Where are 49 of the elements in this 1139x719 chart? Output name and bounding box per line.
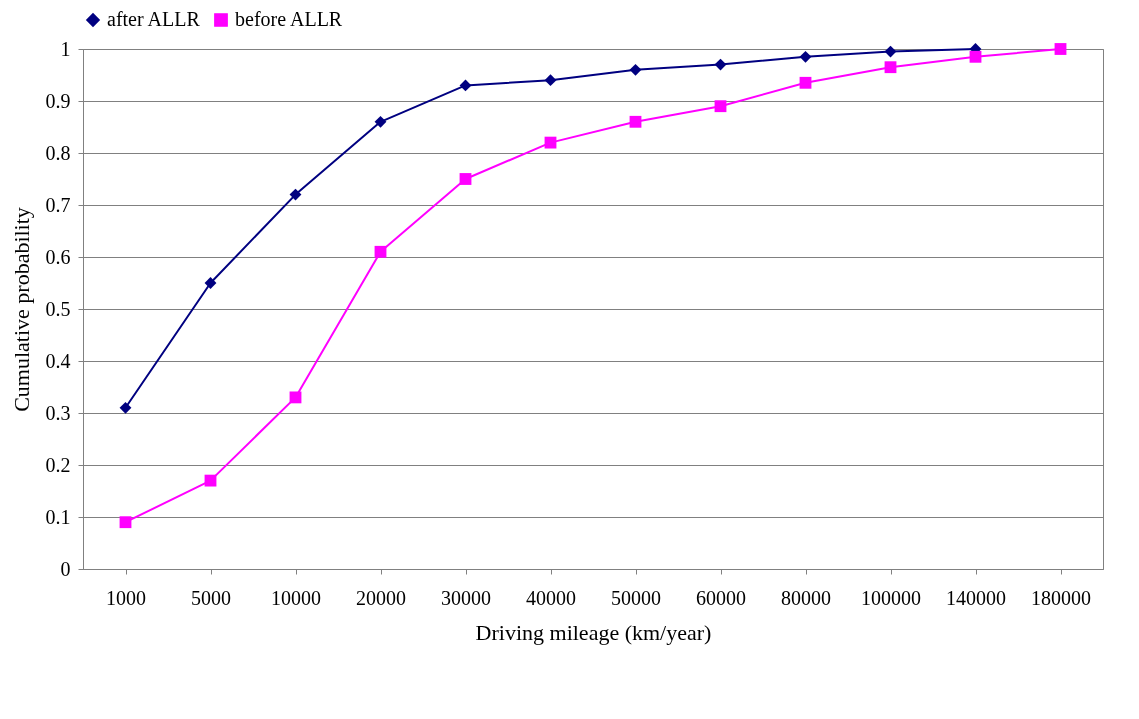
point — [544, 74, 557, 87]
point — [629, 115, 642, 128]
point — [799, 76, 812, 89]
point — [374, 115, 387, 128]
point — [884, 45, 897, 58]
y-axis-title: Cumulative probability — [8, 207, 34, 412]
x-tick-label: 60000 — [696, 586, 746, 609]
legend-label: after ALLR — [107, 8, 201, 30]
point — [119, 516, 132, 529]
y-tick-label: 0.2 — [45, 453, 71, 476]
point — [289, 188, 302, 201]
point — [204, 474, 217, 487]
legend-label: before ALLR — [235, 8, 343, 30]
x-tick-label: 20000 — [356, 586, 406, 609]
x-tick-label: 100000 — [861, 586, 921, 609]
x-tick-label: 30000 — [441, 586, 491, 609]
y-tick-label: 0.7 — [45, 193, 71, 216]
x-tick-label: 180000 — [1031, 586, 1091, 609]
y-tick-label: 0.6 — [45, 245, 71, 268]
x-tick-label: 5000 — [191, 586, 231, 609]
point — [374, 245, 387, 258]
point — [289, 391, 302, 404]
y-tick-label: 0.1 — [45, 505, 71, 528]
point — [544, 136, 557, 149]
x-tick-label: 50000 — [611, 586, 661, 609]
point — [1054, 43, 1067, 55]
y-tick-label: 0.3 — [45, 401, 71, 424]
point — [799, 50, 812, 63]
x-axis-title: Driving mileage (km/year) — [475, 619, 712, 645]
point — [119, 401, 132, 414]
point — [714, 100, 727, 113]
y-tick-label: 0.4 — [45, 349, 71, 372]
y-tick-label: 0 — [60, 557, 71, 580]
point — [969, 50, 982, 63]
point — [629, 63, 642, 76]
x-tick-label: 140000 — [946, 586, 1006, 609]
x-tick-label: 1000 — [106, 586, 146, 609]
x-tick-label: 10000 — [271, 586, 321, 609]
y-tick-label: 0.5 — [45, 297, 71, 320]
y-tick-label: 0.8 — [45, 141, 71, 164]
point — [459, 79, 472, 92]
x-tick-label: 80000 — [781, 586, 831, 609]
point — [884, 61, 897, 74]
y-tick-label: 1 — [60, 37, 71, 60]
point — [714, 58, 727, 71]
y-tick-label: 0.9 — [45, 89, 71, 112]
point — [204, 277, 217, 289]
point — [459, 173, 472, 185]
x-tick-label: 40000 — [526, 586, 576, 609]
